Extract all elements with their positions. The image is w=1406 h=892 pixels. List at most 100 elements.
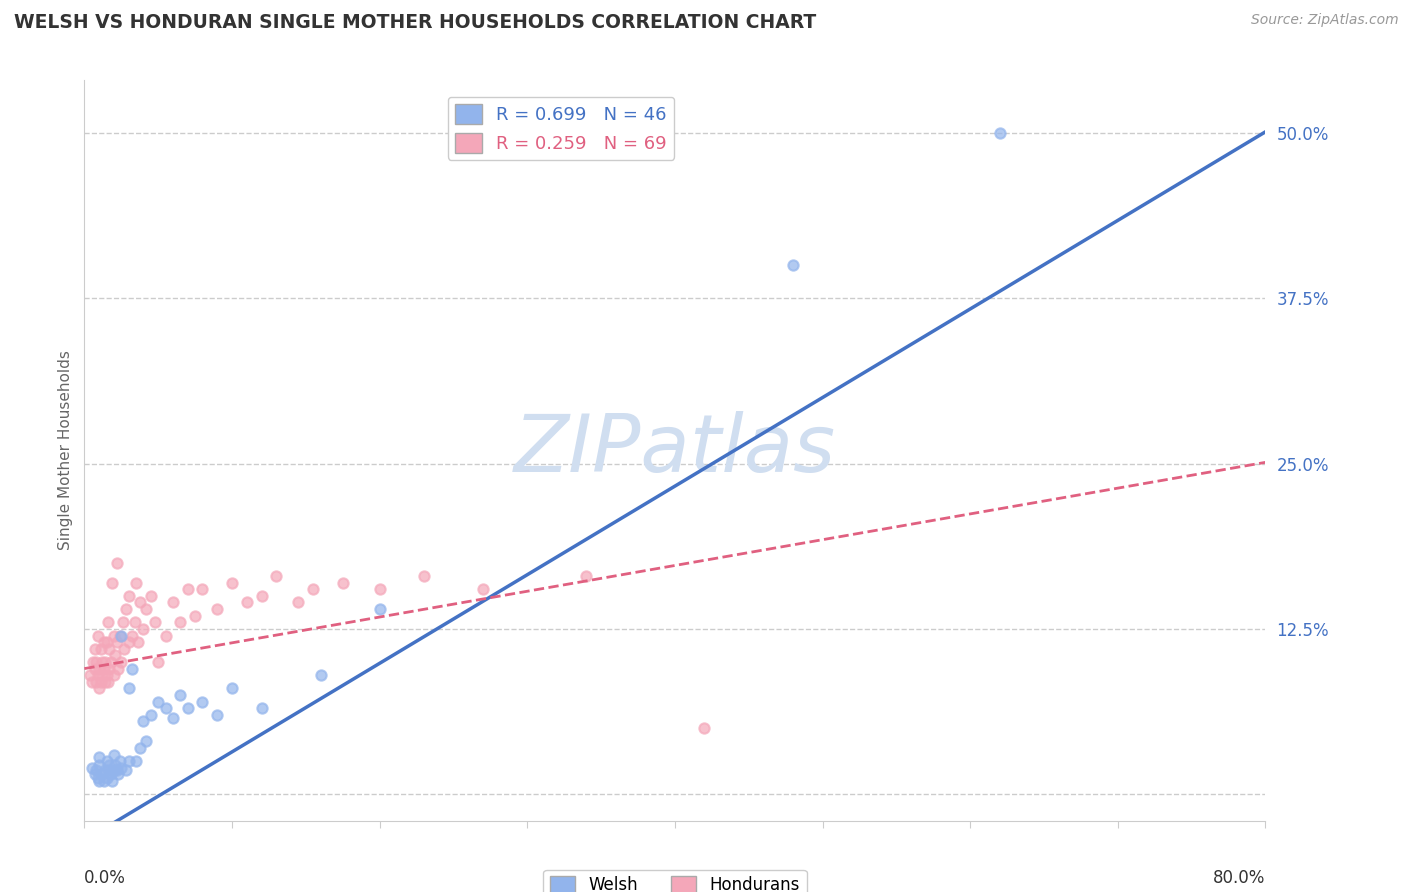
Point	[132, 714, 155, 729]
Point	[472, 582, 495, 597]
Point	[97, 764, 120, 778]
Point	[103, 629, 125, 643]
Point	[118, 589, 141, 603]
Point	[264, 569, 288, 583]
Point	[103, 764, 125, 778]
Point	[139, 589, 162, 603]
Point	[103, 747, 125, 762]
Point	[124, 615, 146, 630]
Point	[84, 764, 107, 778]
Point	[83, 767, 105, 781]
Point	[90, 641, 112, 656]
Point	[155, 629, 177, 643]
Point	[96, 754, 118, 768]
Point	[107, 767, 129, 781]
Point	[82, 655, 104, 669]
Point	[118, 635, 141, 649]
Point	[125, 754, 148, 768]
Point	[148, 695, 170, 709]
Point	[96, 635, 118, 649]
Point	[110, 629, 132, 643]
Point	[91, 668, 114, 682]
Point	[86, 629, 108, 643]
Point	[135, 602, 157, 616]
Point	[84, 674, 107, 689]
Point	[108, 629, 131, 643]
Point	[693, 721, 716, 735]
Point	[101, 575, 124, 590]
Point	[162, 710, 184, 724]
Point	[100, 767, 122, 781]
Point	[87, 774, 111, 789]
Point	[96, 668, 118, 682]
Point	[101, 774, 124, 789]
Point	[191, 582, 214, 597]
Legend: R = 0.699   N = 46, R = 0.259   N = 69: R = 0.699 N = 46, R = 0.259 N = 69	[447, 96, 675, 160]
Point	[104, 758, 127, 772]
Point	[90, 674, 112, 689]
Point	[91, 767, 114, 781]
Point	[575, 569, 598, 583]
Point	[114, 764, 136, 778]
Point	[111, 615, 134, 630]
Point	[96, 772, 118, 786]
Point	[368, 582, 391, 597]
Point	[98, 662, 121, 676]
Point	[332, 575, 354, 590]
Point	[121, 662, 143, 676]
Point	[87, 758, 111, 772]
Point	[93, 635, 115, 649]
Point	[169, 615, 191, 630]
Point	[125, 575, 148, 590]
Text: WELSH VS HONDURAN SINGLE MOTHER HOUSEHOLDS CORRELATION CHART: WELSH VS HONDURAN SINGLE MOTHER HOUSEHOL…	[14, 13, 817, 32]
Point	[83, 662, 105, 676]
Point	[782, 259, 804, 273]
Point	[105, 556, 128, 570]
Point	[155, 701, 177, 715]
Point	[205, 707, 228, 722]
Point	[103, 668, 125, 682]
Point	[86, 772, 108, 786]
Point	[118, 681, 141, 696]
Point	[413, 569, 436, 583]
Point	[100, 655, 122, 669]
Point	[127, 635, 149, 649]
Point	[93, 662, 115, 676]
Point	[87, 750, 111, 764]
Point	[162, 595, 184, 609]
Point	[139, 707, 162, 722]
Point	[112, 641, 135, 656]
Y-axis label: Single Mother Households: Single Mother Households	[58, 351, 73, 550]
Text: 0.0%: 0.0%	[84, 869, 127, 887]
Point	[80, 761, 103, 775]
Point	[177, 701, 200, 715]
Point	[129, 740, 152, 755]
Point	[143, 615, 166, 630]
Point	[235, 595, 259, 609]
Point	[148, 655, 170, 669]
Point	[79, 668, 101, 682]
Point	[98, 758, 121, 772]
Point	[98, 641, 121, 656]
Point	[368, 602, 391, 616]
Point	[184, 608, 207, 623]
Point	[97, 674, 120, 689]
Point	[83, 641, 105, 656]
Point	[107, 662, 129, 676]
Point	[309, 668, 332, 682]
Point	[110, 761, 132, 775]
Point	[302, 582, 325, 597]
Point	[129, 595, 152, 609]
Point	[121, 629, 143, 643]
Point	[105, 635, 128, 649]
Point	[87, 662, 111, 676]
Point	[114, 602, 136, 616]
Point	[80, 674, 103, 689]
Point	[97, 615, 120, 630]
Text: Source: ZipAtlas.com: Source: ZipAtlas.com	[1251, 13, 1399, 28]
Point	[221, 681, 243, 696]
Point	[287, 595, 309, 609]
Point	[221, 575, 243, 590]
Point	[205, 602, 228, 616]
Point	[118, 754, 141, 768]
